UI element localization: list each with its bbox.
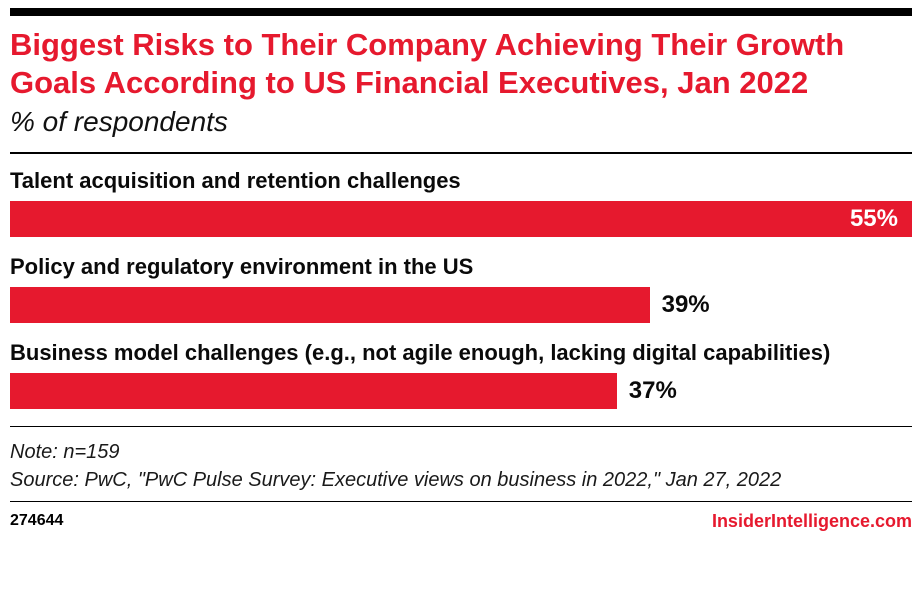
bar-category-label: Policy and regulatory environment in the… bbox=[10, 253, 474, 279]
bar-category-label: Business model challenges (e.g., not agi… bbox=[10, 339, 831, 365]
bar-chart: Talent acquisition and retention challen… bbox=[10, 168, 912, 409]
brand-link[interactable]: InsiderIntelligence.com bbox=[711, 510, 912, 531]
bar-row: Talent acquisition and retention challen… bbox=[10, 168, 912, 237]
divider-header bbox=[10, 151, 912, 154]
chart-note: Note: n=159 bbox=[10, 440, 120, 463]
bar-business-model bbox=[10, 372, 617, 409]
bar-row: Policy and regulatory environment in the… bbox=[10, 254, 912, 323]
divider-footer bbox=[10, 500, 912, 502]
chart-footer: 274644 InsiderIntelligence.com bbox=[10, 511, 912, 532]
bar-category-label: Talent acquisition and retention challen… bbox=[10, 167, 461, 193]
bar-track: 37% bbox=[10, 372, 912, 409]
chart-title: Biggest Risks to Their Company Achieving… bbox=[10, 27, 845, 100]
bar-value-label: 39% bbox=[661, 290, 710, 318]
chart-source: Source: PwC, "PwC Pulse Survey: Executiv… bbox=[10, 468, 782, 491]
bar-policy-regulatory bbox=[10, 286, 650, 323]
top-rule bbox=[10, 8, 912, 16]
chart-id: 274644 bbox=[10, 512, 64, 530]
bar-track: 55% bbox=[10, 200, 912, 237]
bar-talent-acquisition: 55% bbox=[10, 200, 912, 237]
bar-track: 39% bbox=[10, 286, 912, 323]
bar-value-label: 37% bbox=[628, 376, 677, 404]
bar-row: Business model challenges (e.g., not agi… bbox=[10, 340, 912, 409]
notes-block: Note: n=159 Source: PwC, "PwC Pulse Surv… bbox=[10, 439, 912, 493]
bar-value-label: 55% bbox=[849, 204, 898, 232]
divider-notes-top bbox=[10, 425, 912, 427]
chart-subtitle: % of respondents bbox=[10, 105, 228, 137]
